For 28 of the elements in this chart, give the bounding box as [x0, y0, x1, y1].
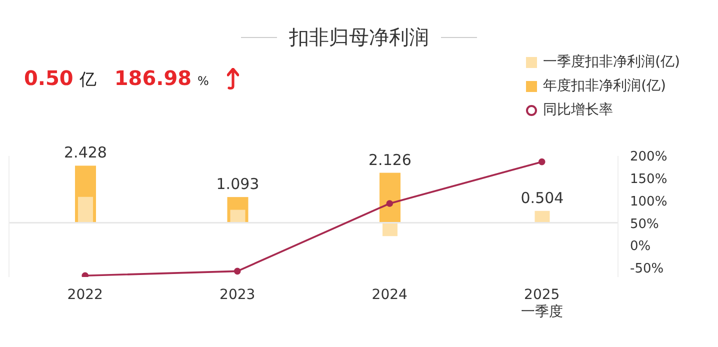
- bar: [534, 210, 550, 223]
- x-tick-label: 2025 一季度: [520, 287, 563, 320]
- chart-title: 扣非归母净利润: [289, 24, 429, 51]
- y2-tick-label: 50%: [630, 216, 659, 232]
- bar: [78, 196, 93, 223]
- legend-label: 一季度扣非净利润(亿): [543, 53, 680, 71]
- data-label: 0.504: [520, 188, 564, 207]
- point: [234, 268, 241, 275]
- bar: [380, 172, 400, 223]
- data-label: 1.093: [216, 175, 260, 194]
- bar: [230, 210, 246, 223]
- text: 0.50 亿: [24, 66, 96, 90]
- bar: [382, 222, 398, 236]
- text: 186.98 %: [114, 66, 209, 90]
- y2-tick-label: 100%: [630, 194, 668, 210]
- y2-tick-label: 0%: [630, 239, 651, 254]
- point: [386, 200, 394, 207]
- point: [538, 158, 546, 166]
- legend-label: 年度扣非净利润(亿): [543, 77, 666, 95]
- data-label: 2.428: [64, 144, 107, 162]
- x-tick-label: 2022: [67, 287, 103, 303]
- y2-tick-label: -50%: [630, 262, 664, 277]
- x-tick-label: 2024: [372, 287, 408, 303]
- y2-tick-label: 200%: [630, 150, 668, 165]
- y2-tick-label: 150%: [630, 172, 668, 188]
- data-label: 2.126: [368, 150, 412, 169]
- x-tick-label: 2023: [220, 287, 256, 303]
- legend-label: 同比增长率: [543, 101, 614, 119]
